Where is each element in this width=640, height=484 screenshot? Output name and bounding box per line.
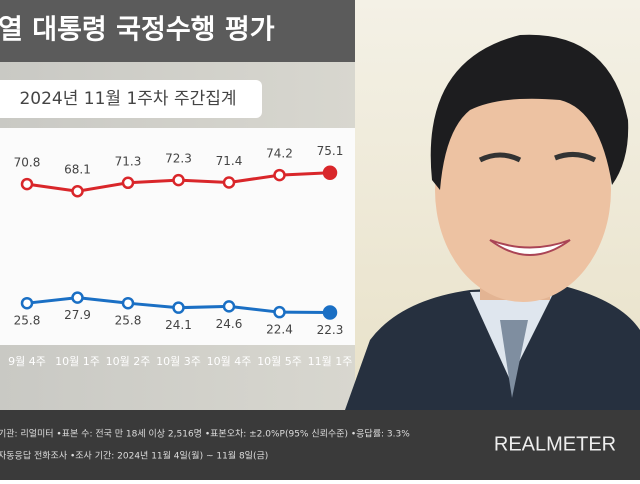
data-label: 22.3 <box>317 323 344 337</box>
marker <box>121 176 135 190</box>
footer-bar <box>0 410 640 480</box>
data-label: 24.6 <box>216 317 243 331</box>
data-label: 27.9 <box>64 308 91 322</box>
data-label: 24.1 <box>165 318 192 332</box>
marker <box>322 305 338 320</box>
x-tick-label: 10월 1주 <box>55 355 100 368</box>
footer-line: 기관: 리얼미터 •표본 수: 전국 만 18세 이상 2,516명 •표본오차… <box>0 428 410 440</box>
photo <box>345 0 640 410</box>
plot-area <box>0 128 383 345</box>
marker <box>172 301 185 314</box>
x-tick-label: 10월 3주 <box>156 355 201 368</box>
x-tick-label: 10월 2주 <box>106 355 151 368</box>
marker <box>172 173 185 187</box>
marker <box>222 176 236 189</box>
data-label: 72.3 <box>165 152 192 166</box>
chart-title: 열 대통령 국정수행 평가 <box>0 15 275 46</box>
x-tick-label: 9월 4주 <box>8 355 46 368</box>
x-tick-label: 11월 1주 <box>308 355 353 368</box>
footer-line: 자동응답 전화조사 •조사 기간: 2024년 11월 4일(월) ~ 11월 … <box>0 450 268 462</box>
marker <box>222 300 236 313</box>
marker <box>322 165 338 180</box>
marker <box>273 168 286 182</box>
data-label: 25.8 <box>115 314 142 328</box>
data-label: 70.8 <box>14 156 41 170</box>
data-label: 22.4 <box>266 323 293 337</box>
data-label: 25.8 <box>14 314 41 328</box>
data-label: 74.2 <box>266 147 293 161</box>
logo: REALMETER <box>494 433 616 455</box>
x-tick-label: 10월 4주 <box>207 355 252 368</box>
marker <box>20 296 34 310</box>
data-label: 75.1 <box>317 144 344 158</box>
marker <box>71 291 84 304</box>
x-tick-label: 10월 5주 <box>257 355 302 368</box>
data-label: 71.4 <box>216 154 243 168</box>
data-label: 71.3 <box>115 154 142 168</box>
subtitle-box <box>0 80 262 118</box>
marker <box>273 305 286 319</box>
data-label: 68.1 <box>64 163 91 177</box>
title-banner <box>0 0 415 62</box>
marker <box>121 296 135 310</box>
subtitle: 2024년 11월 1주차 주간집계 <box>19 89 236 109</box>
marker <box>20 177 34 191</box>
marker <box>71 184 84 198</box>
